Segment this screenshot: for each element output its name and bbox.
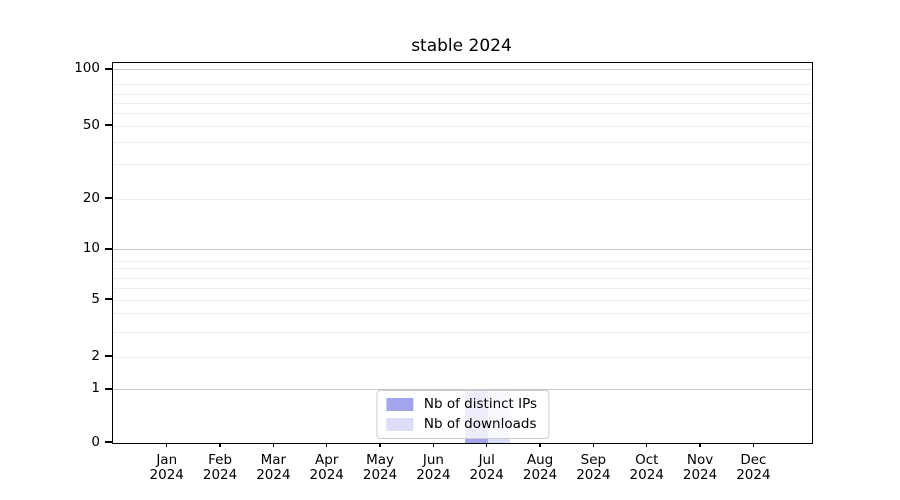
legend-label: Nb of downloads bbox=[423, 416, 537, 432]
legend-label: Nb of distinct IPs bbox=[423, 396, 538, 412]
y-gridline-minor bbox=[113, 277, 812, 279]
x-tick-month: Mar bbox=[260, 452, 287, 468]
x-tick-label: Sep 2024 bbox=[561, 453, 625, 483]
y-gridline-minor bbox=[113, 113, 812, 115]
x-tick-mark bbox=[592, 443, 595, 447]
y-gridline-minor bbox=[113, 163, 812, 165]
x-tick-month: Sep bbox=[580, 452, 607, 468]
x-tick-year: 2024 bbox=[469, 467, 504, 483]
x-tick-mark bbox=[539, 443, 541, 447]
x-tick-mark bbox=[272, 443, 275, 447]
x-tick-year: 2024 bbox=[629, 467, 664, 483]
legend-entry: Nb of downloads bbox=[385, 416, 537, 432]
x-tick-label: Jan 2024 bbox=[135, 453, 199, 483]
y-gridline-minor bbox=[113, 356, 812, 358]
y-tick-label: 5 bbox=[91, 290, 100, 307]
y-tick-mark bbox=[105, 124, 112, 126]
x-tick-year: 2024 bbox=[256, 467, 291, 483]
x-tick-month: Feb bbox=[208, 452, 233, 468]
x-tick-year: 2024 bbox=[202, 467, 238, 483]
x-tick-label: Feb 2024 bbox=[188, 453, 252, 483]
x-tick-year: 2024 bbox=[736, 467, 771, 483]
y-tick-label: 0 bbox=[91, 433, 100, 450]
y-tick-label: 2 bbox=[91, 347, 100, 364]
x-tick-year: 2024 bbox=[149, 467, 184, 483]
x-tick-label: Oct 2024 bbox=[615, 453, 679, 483]
y-tick-mark bbox=[105, 298, 112, 300]
x-tick-mark bbox=[646, 443, 648, 447]
x-tick-month: Apr bbox=[315, 452, 339, 468]
chart-title: stable 2024 bbox=[411, 36, 512, 56]
x-tick-month: Oct bbox=[635, 452, 659, 468]
y-tick-mark bbox=[105, 248, 112, 250]
y-tick-label: 20 bbox=[82, 189, 100, 206]
y-gridline-minor bbox=[113, 299, 812, 301]
x-tick-label: Dec 2024 bbox=[721, 453, 785, 483]
y-tick-label: 1 bbox=[91, 380, 100, 397]
x-tick-label: Jul 2024 bbox=[455, 453, 519, 483]
y-gridline-major bbox=[113, 69, 812, 71]
x-tick-label: Jun 2024 bbox=[401, 453, 465, 483]
y-tick-mark bbox=[105, 355, 112, 357]
y-tick-mark bbox=[105, 197, 112, 199]
y-gridline-minor bbox=[113, 93, 812, 95]
x-tick-mark bbox=[166, 443, 168, 447]
x-tick-label: Mar 2024 bbox=[241, 453, 305, 483]
x-tick-year: 2024 bbox=[309, 467, 344, 483]
y-gridline-minor bbox=[113, 268, 812, 270]
x-tick-month: Dec bbox=[740, 452, 767, 468]
y-gridline-minor bbox=[113, 142, 812, 144]
y-gridline-minor bbox=[113, 198, 812, 200]
y-gridline-minor bbox=[113, 260, 812, 262]
x-tick-month: Jun bbox=[422, 452, 444, 468]
y-tick-label: 100 bbox=[74, 60, 100, 77]
y-gridline-minor bbox=[113, 125, 812, 127]
legend-entry: Nb of distinct IPs bbox=[385, 396, 538, 412]
x-tick-label: Aug 2024 bbox=[508, 453, 572, 483]
y-tick-label: 10 bbox=[82, 240, 100, 257]
x-tick-year: 2024 bbox=[522, 467, 558, 483]
x-tick-label: Nov 2024 bbox=[668, 453, 732, 483]
x-tick-year: 2024 bbox=[416, 467, 451, 483]
x-tick-mark bbox=[699, 443, 701, 447]
y-tick-mark bbox=[105, 388, 112, 390]
x-tick-year: 2024 bbox=[576, 467, 611, 483]
x-tick-mark bbox=[379, 443, 381, 447]
y-gridline-minor bbox=[113, 313, 812, 315]
legend-swatch-distinct-ips bbox=[385, 398, 413, 411]
x-tick-mark bbox=[326, 443, 328, 447]
x-tick-year: 2024 bbox=[362, 467, 398, 483]
x-tick-month: Jan bbox=[156, 452, 178, 468]
y-gridline-minor bbox=[113, 102, 812, 104]
x-tick-month: Nov bbox=[686, 452, 714, 468]
y-gridline-minor bbox=[113, 288, 812, 290]
x-tick-month: Aug bbox=[526, 452, 554, 468]
plot-area: Nb of distinct IPs Nb of downloads bbox=[112, 62, 813, 444]
x-tick-year: 2024 bbox=[682, 467, 718, 483]
x-tick-label: May 2024 bbox=[348, 453, 412, 483]
x-tick-mark bbox=[432, 443, 435, 447]
y-tick-mark bbox=[105, 68, 112, 70]
y-gridline-minor bbox=[113, 332, 812, 334]
x-tick-label: Apr 2024 bbox=[295, 453, 359, 483]
x-tick-mark bbox=[219, 443, 221, 447]
x-tick-mark bbox=[486, 443, 488, 447]
legend-swatch-downloads bbox=[385, 418, 413, 431]
y-tick-mark bbox=[105, 441, 112, 443]
y-gridline-major bbox=[113, 389, 812, 391]
x-tick-month: Jul bbox=[478, 452, 495, 468]
x-tick-mark bbox=[752, 443, 755, 447]
y-tick-label: 50 bbox=[82, 116, 100, 133]
legend: Nb of distinct IPs Nb of downloads bbox=[375, 390, 550, 439]
y-gridline-major bbox=[113, 249, 812, 251]
x-tick-month: May bbox=[366, 452, 395, 468]
y-gridline-minor bbox=[113, 83, 812, 85]
